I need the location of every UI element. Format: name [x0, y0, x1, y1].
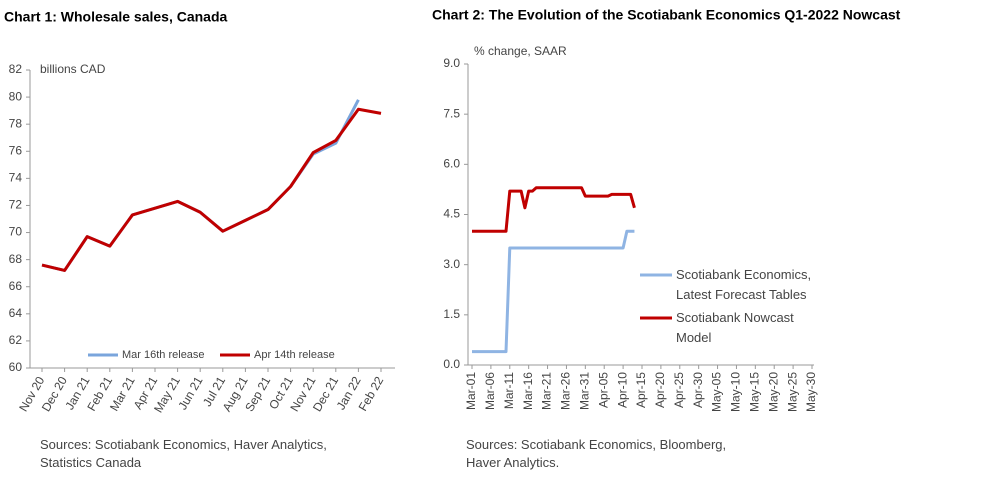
x-tick-label: May-10: [729, 372, 743, 412]
x-tick-label: Mar-31: [578, 372, 592, 410]
x-tick-label: May-30: [804, 372, 818, 412]
y-tick-label: 4.5: [443, 207, 460, 221]
series-line: [41, 99, 360, 272]
y-tick-label: 62: [9, 333, 23, 347]
y-tick-label: 1.5: [443, 307, 460, 321]
y-tick-label: 82: [9, 62, 23, 76]
legend-label: Scotiabank Nowcast Model: [676, 310, 794, 345]
y-tick-label: 70: [9, 225, 23, 239]
x-tick-label: Apr-25: [672, 372, 686, 408]
y-tick-label: 3.0: [443, 257, 460, 271]
x-tick-label: Mar-26: [559, 372, 573, 410]
y-tick-label: 80: [9, 89, 23, 103]
x-tick-label: Apr-05: [596, 372, 610, 408]
series-line: [472, 186, 636, 233]
y-axis-label: % change, SAAR: [474, 44, 567, 58]
x-tick-label: Mar-01: [464, 372, 478, 410]
x-tick-label: Apr-10: [615, 372, 629, 408]
y-tick-label: 68: [9, 252, 23, 266]
x-tick-label: Mar-06: [483, 372, 497, 410]
y-tick-label: 9.0: [443, 56, 460, 70]
source: Sources: Scotiabank Economics, Haver Ana…: [40, 437, 327, 470]
y-tick-label: 74: [9, 171, 23, 185]
x-tick-label: Mar-16: [521, 372, 535, 410]
x-tick-label: May-25: [785, 372, 799, 412]
y-tick-label: 78: [9, 116, 23, 130]
y-tick-label: 66: [9, 279, 23, 293]
x-tick-label: Mar-21: [540, 372, 554, 410]
chart-title: Chart 1: Wholesale sales, Canada: [4, 9, 228, 25]
y-tick-label: 6.0: [443, 157, 460, 171]
legend-label: Apr 14th release: [254, 349, 335, 361]
x-tick-label: Apr-30: [691, 372, 705, 408]
x-tick-label: Apr-20: [653, 372, 667, 408]
y-tick-label: 7.5: [443, 106, 460, 120]
series-line: [472, 229, 635, 354]
y-tick-label: 72: [9, 198, 23, 212]
y-axis-label: billions CAD: [40, 62, 106, 76]
x-tick-label: May-05: [710, 372, 724, 412]
x-tick-label: Mar-11: [502, 372, 516, 409]
chart-title: Chart 2: The Evolution of the Scotiabank…: [432, 7, 901, 23]
series-line: [41, 107, 382, 272]
x-tick-label: May-15: [748, 372, 762, 412]
y-tick-label: 60: [9, 360, 23, 374]
legend-label: Scotiabank Economics, Latest Forecast Ta…: [676, 267, 812, 302]
x-tick-label: May-20: [766, 372, 780, 412]
x-tick-label: Apr-15: [634, 372, 648, 408]
y-tick-label: 76: [9, 143, 23, 157]
y-tick-label: 0.0: [443, 357, 460, 371]
y-tick-label: 64: [9, 306, 23, 320]
source: Sources: Scotiabank Economics, Bloomberg…: [466, 437, 727, 470]
legend-label: Mar 16th release: [122, 349, 205, 361]
